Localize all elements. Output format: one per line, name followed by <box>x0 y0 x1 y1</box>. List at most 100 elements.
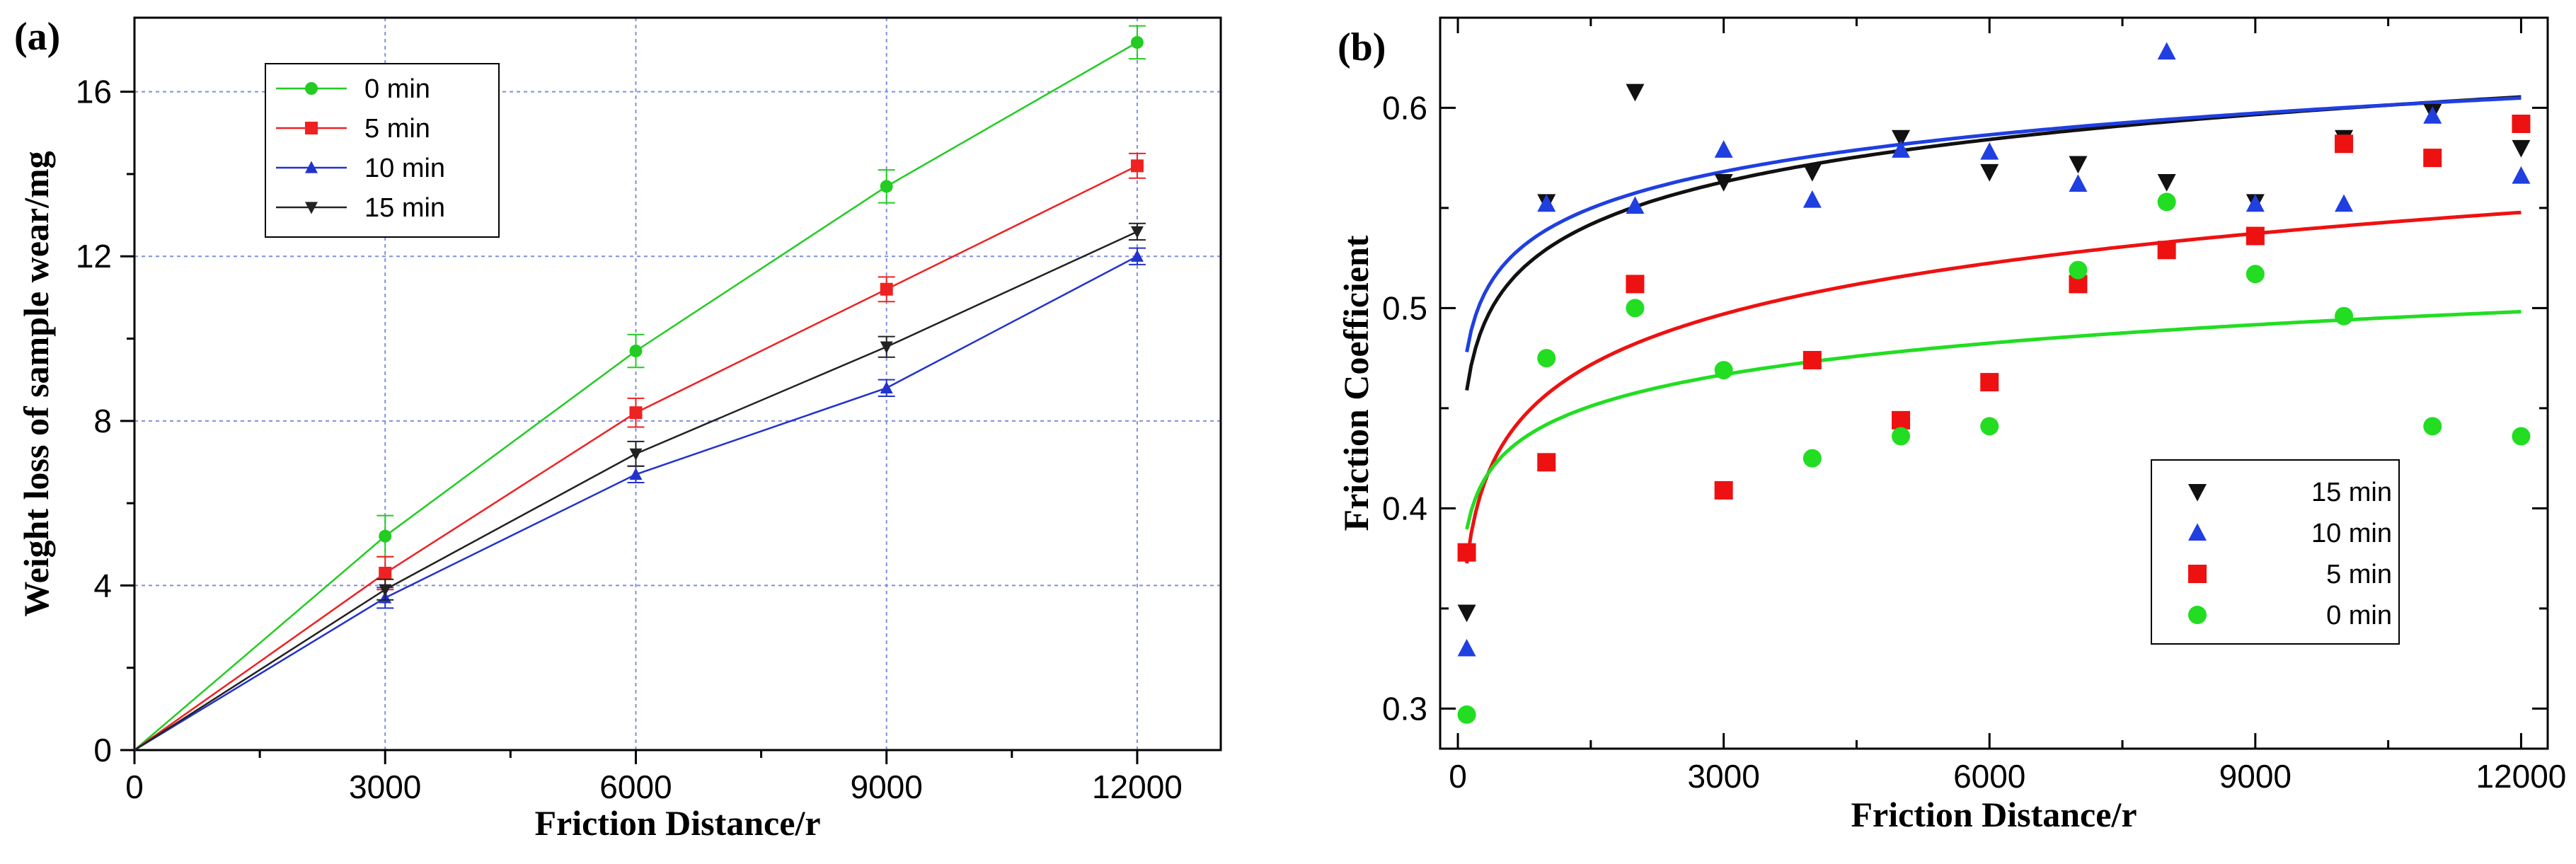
panel-b-point-2-3 <box>1714 480 1733 500</box>
panel-b-point-3-5 <box>1892 427 1911 446</box>
panel-b-point-2-5 <box>1892 410 1911 430</box>
panel-b-point-0-5 <box>1892 129 1911 148</box>
panel-b-point-3-1 <box>1537 349 1556 368</box>
panel-a-point-2-2 <box>629 467 643 480</box>
panel-a-point-1-4 <box>1130 159 1144 173</box>
panel-b-legend-label-2: 5 min <box>2326 560 2392 589</box>
panel-b-x-tick-label-2: 6000 <box>1953 758 2025 795</box>
panel-b-x-axis-title: Friction Distance/r <box>1851 795 2137 834</box>
panel-a-legend-marker-0 <box>305 82 318 95</box>
panel-b-point-1-0 <box>1457 638 1476 657</box>
panel-a-point-2-4 <box>1130 249 1144 262</box>
panel-b-point-1-4 <box>1802 190 1822 208</box>
panel-b-legend-label-0: 15 min <box>2311 478 2392 507</box>
panel-a-legend-marker-2 <box>305 161 318 173</box>
panel-b-point-3-4 <box>1802 449 1822 468</box>
panel-b-point-2-2 <box>1626 275 1645 294</box>
panel-b-point-1-7 <box>2069 174 2088 192</box>
panel-a-x-tick-label-4: 12000 <box>1092 768 1183 805</box>
panel-a-legend-label-3: 15 min <box>364 193 445 223</box>
panel-b-fit-curve-2 <box>1465 210 2522 564</box>
panel-a-point-1-3 <box>880 282 893 296</box>
panel-b-legend-label-1: 10 min <box>2311 519 2392 548</box>
panel-a-x-tick-label-1: 3000 <box>349 768 421 805</box>
panel-a-point-1-1 <box>379 566 392 580</box>
panel-a-legend-label-2: 10 min <box>364 154 445 183</box>
panel-b-point-2-12 <box>2512 114 2531 133</box>
panel-b-point-2-9 <box>2246 226 2265 246</box>
panel-b-point-0-7 <box>2069 156 2088 174</box>
panel-a-point-0-1 <box>379 529 392 543</box>
panel-a-point-2-3 <box>880 381 893 393</box>
panel-a-point-3-4 <box>1130 226 1144 238</box>
panel-b-y-tick-label-2: 0.5 <box>1382 289 1427 326</box>
panel-a-label: (a) <box>14 15 60 59</box>
panel-b-legend-marker-2 <box>2188 565 2207 583</box>
panel-a-point-0-4 <box>1130 35 1144 49</box>
panel-a-y-tick-label-4: 16 <box>76 74 112 110</box>
panel-a-point-1-2 <box>629 406 643 420</box>
panel-a-legend-marker-1 <box>305 122 318 134</box>
panel-a-legend-box <box>265 63 500 238</box>
panel-b-point-2-1 <box>1537 453 1556 472</box>
panel-b-point-3-11 <box>2423 417 2442 436</box>
panel-b-point-0-4 <box>1802 163 1822 182</box>
panel-a-chart: (a) 0 3000 6000 9000 12000 0 4 8 12 16 Friction Di… <box>14 15 1222 843</box>
panel-a-y-tick-label-2: 8 <box>93 403 112 439</box>
panel-b-point-1-3 <box>1714 140 1733 158</box>
panel-a-legend-label-0: 0 min <box>364 74 430 104</box>
panel-b-point-2-6 <box>1980 373 1999 392</box>
panel-a-plot-frame <box>133 16 1222 751</box>
panel-b-point-1-9 <box>2246 194 2265 212</box>
panel-b-point-1-2 <box>1626 196 1645 214</box>
panel-b-point-1-5 <box>1892 140 1911 158</box>
panel-a-x-axis-title: Friction Distance/r <box>534 803 820 843</box>
panel-b-y-axis-title: Friction Coefficient <box>1336 235 1376 531</box>
panel-b-x-tick-label-4: 12000 <box>2476 758 2566 795</box>
panel-a-point-3-3 <box>880 341 893 354</box>
panel-b-point-1-10 <box>2335 194 2354 212</box>
panel-a-point-3-2 <box>629 448 643 461</box>
panel-b-point-0-6 <box>1980 163 1999 182</box>
panel-b-point-0-3 <box>1714 174 1733 192</box>
panel-b-point-3-10 <box>2335 306 2354 326</box>
panel-a-legend-label-1: 5 min <box>364 114 430 144</box>
panel-b-fit-curve-1 <box>1465 96 2522 352</box>
panel-b-x-tick-label-1: 3000 <box>1687 758 1759 795</box>
panel-a-y-tick-label-3: 12 <box>76 238 112 275</box>
panel-b-point-1-11 <box>2423 106 2442 124</box>
panel-b-point-2-0 <box>1457 543 1476 562</box>
panel-b-point-2-10 <box>2335 134 2354 154</box>
panel-b-point-0-12 <box>2512 139 2531 158</box>
panel-b-point-3-8 <box>2157 192 2176 212</box>
panel-b-plot-frame <box>1439 16 2549 750</box>
panel-a-point-3-1 <box>379 584 392 597</box>
panel-b-point-3-0 <box>1457 705 1476 724</box>
panel-b-legend-marker-1 <box>2188 523 2207 541</box>
panel-a-y-axis-title: Weight loss of sample wear/mg <box>16 151 56 616</box>
panel-b-point-0-0 <box>1457 604 1476 623</box>
panel-b-chart: (b) 0 3000 6000 9000 12000 0.3 0.4 0.5 0.6 Fricti… <box>1336 16 2566 834</box>
panel-b-point-3-12 <box>2512 427 2531 446</box>
panel-a-y-tick-label-0: 0 <box>93 732 112 768</box>
panel-b-point-1-8 <box>2157 42 2176 60</box>
panel-b-point-3-3 <box>1714 361 1733 380</box>
panel-b-legend-marker-3 <box>2188 606 2207 624</box>
panel-a-x-tick-label-0: 0 <box>125 768 144 805</box>
panel-b-point-2-11 <box>2423 149 2442 168</box>
panel-b-x-tick-label-0: 0 <box>1449 758 1467 795</box>
panel-b-point-3-7 <box>2069 260 2088 280</box>
panel-b-point-0-2 <box>1626 83 1645 102</box>
panel-a-y-tick-label-1: 4 <box>93 567 112 604</box>
panel-b-y-tick-label-3: 0.6 <box>1382 89 1427 126</box>
panel-b-point-1-1 <box>1537 194 1556 212</box>
panel-b-point-1-6 <box>1980 142 1999 160</box>
panel-b-point-2-4 <box>1802 350 1822 369</box>
panel-b-point-2-8 <box>2157 241 2176 260</box>
panel-b-point-1-12 <box>2512 166 2531 184</box>
panel-b-label: (b) <box>1338 25 1386 69</box>
panel-b-legend-label-3: 0 min <box>2326 601 2392 630</box>
panel-b-point-0-8 <box>2157 174 2176 192</box>
panel-a-point-0-3 <box>880 180 893 193</box>
